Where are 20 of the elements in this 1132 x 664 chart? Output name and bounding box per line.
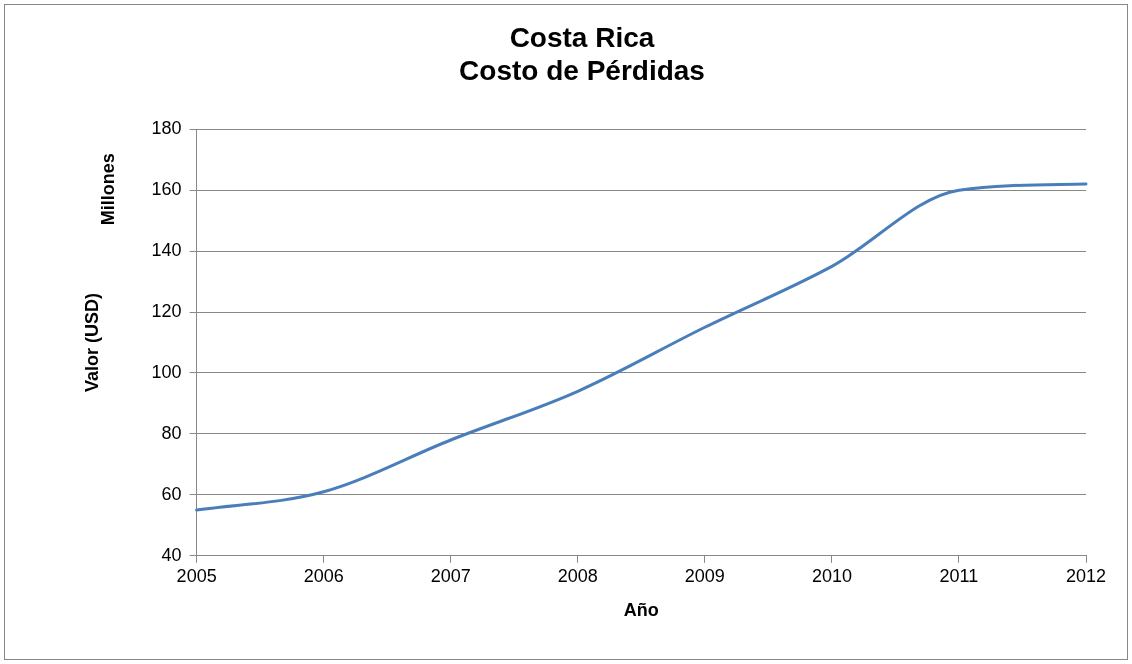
x-tick-label: 2008 bbox=[557, 565, 598, 586]
y-tick-label: 40 bbox=[161, 544, 182, 565]
y-tick-label: 100 bbox=[151, 361, 182, 382]
x-tick-label: 2005 bbox=[176, 565, 217, 586]
chart-title: Costa Rica Costo de Pérdidas bbox=[459, 21, 705, 87]
x-tick-label: 2010 bbox=[811, 565, 852, 586]
x-axis-title: Año bbox=[623, 600, 659, 621]
y-tick-label: 120 bbox=[151, 301, 182, 321]
x-tick-label: 2012 bbox=[1065, 565, 1107, 586]
y-tick-label: 80 bbox=[161, 422, 182, 443]
y-tick-label: 180 bbox=[151, 118, 182, 139]
x-tick-label: 2007 bbox=[430, 565, 471, 586]
y-axis-title: Valor (USD) bbox=[81, 292, 102, 393]
y-tick-label: 160 bbox=[151, 179, 182, 200]
text: Millones bbox=[97, 153, 118, 226]
x-tick-label: 2009 bbox=[684, 565, 725, 586]
y-tick-label: 140 bbox=[151, 240, 182, 261]
x-tick-label: 2011 bbox=[939, 565, 979, 586]
x-tick-label: 2006 bbox=[303, 565, 344, 586]
y-tick-label: 60 bbox=[161, 483, 182, 504]
